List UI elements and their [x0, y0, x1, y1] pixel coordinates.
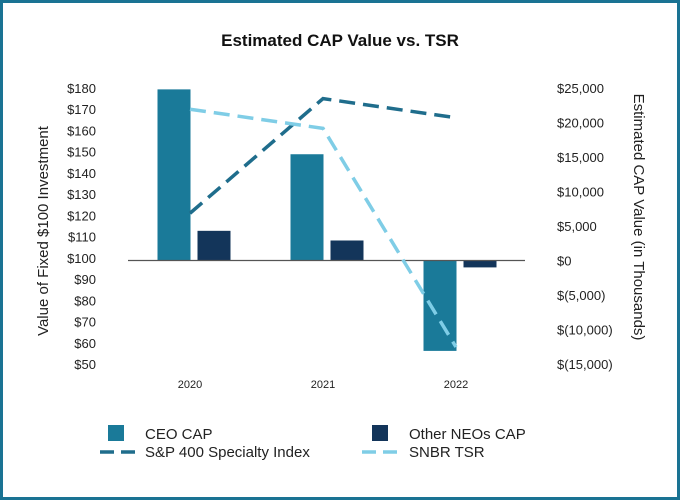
bar-ceo-cap-2020 [157, 89, 191, 261]
right-tick-label: $10,000 [557, 185, 604, 200]
right-tick-label: $(10,000) [557, 323, 613, 338]
left-tick-label: $120 [67, 208, 96, 223]
right-tick-label: $5,000 [557, 219, 597, 234]
legend-label-ceo-cap: CEO CAP [145, 426, 213, 443]
x-tick-label: 2021 [311, 379, 335, 391]
line-s-p-400-specialty-index [188, 96, 457, 215]
right-axis-label: Estimated CAP Value (in Thousands) [630, 94, 647, 341]
right-tick-label: $(15,000) [557, 357, 613, 372]
right-tick-label: $15,000 [557, 150, 604, 165]
bar-ceo-cap-2022 [423, 260, 457, 351]
right-tick-label: $20,000 [557, 116, 604, 131]
bar-other-neos-cap-2021 [330, 240, 364, 261]
left-tick-label: $100 [67, 251, 96, 266]
legend-label-other-neos-cap: Other NEOs CAP [409, 426, 526, 443]
x-tick-label: 2020 [178, 379, 202, 391]
left-tick-label: $130 [67, 187, 96, 202]
x-tick-label: 2022 [444, 379, 468, 391]
left-axis-label: Value of Fixed $100 Investment [35, 125, 52, 336]
bar-other-neos-cap-2020 [197, 230, 231, 261]
left-tick-label: $140 [67, 166, 96, 181]
chart-title: Estimated CAP Value vs. TSR [221, 31, 459, 50]
bars [157, 89, 497, 351]
legend-swatch-other-neos-cap [372, 425, 388, 441]
left-tick-label: $180 [67, 81, 96, 96]
series-lines [188, 96, 458, 348]
left-tick-label: $110 [68, 230, 96, 245]
legend-label-sp400: S&P 400 Specialty Index [145, 444, 310, 461]
right-axis-ticks: $(15,000) $(10,000) $(5,000) $0 $5,000 $10,00… [557, 81, 613, 372]
bar-other-neos-cap-2022 [463, 260, 497, 268]
legend-label-snbr-tsr: SNBR TSR [409, 444, 485, 461]
right-tick-label: $(5,000) [557, 288, 605, 303]
legend: CEO CAP Other NEOs CAP S&P 400 Specialty… [100, 425, 526, 461]
left-tick-label: $160 [67, 123, 96, 138]
legend-swatch-ceo-cap [108, 425, 124, 441]
left-tick-label: $80 [74, 293, 96, 308]
left-tick-label: $60 [74, 336, 96, 351]
left-tick-label: $50 [74, 357, 96, 372]
left-axis-ticks: $50 $60 $70 $80 $90 $100 $110 $120 $130 $140 $150 $… [67, 81, 96, 372]
bar-ceo-cap-2021 [290, 154, 324, 261]
left-tick-label: $170 [67, 102, 96, 117]
line-snbr-tsr [189, 107, 458, 348]
x-axis-ticks: 2020 2021 2022 [178, 379, 468, 391]
left-tick-label: $90 [74, 272, 96, 287]
right-tick-label: $0 [557, 254, 571, 269]
left-tick-label: $70 [74, 315, 96, 330]
right-tick-label: $25,000 [557, 81, 604, 96]
left-tick-label: $150 [67, 145, 96, 160]
